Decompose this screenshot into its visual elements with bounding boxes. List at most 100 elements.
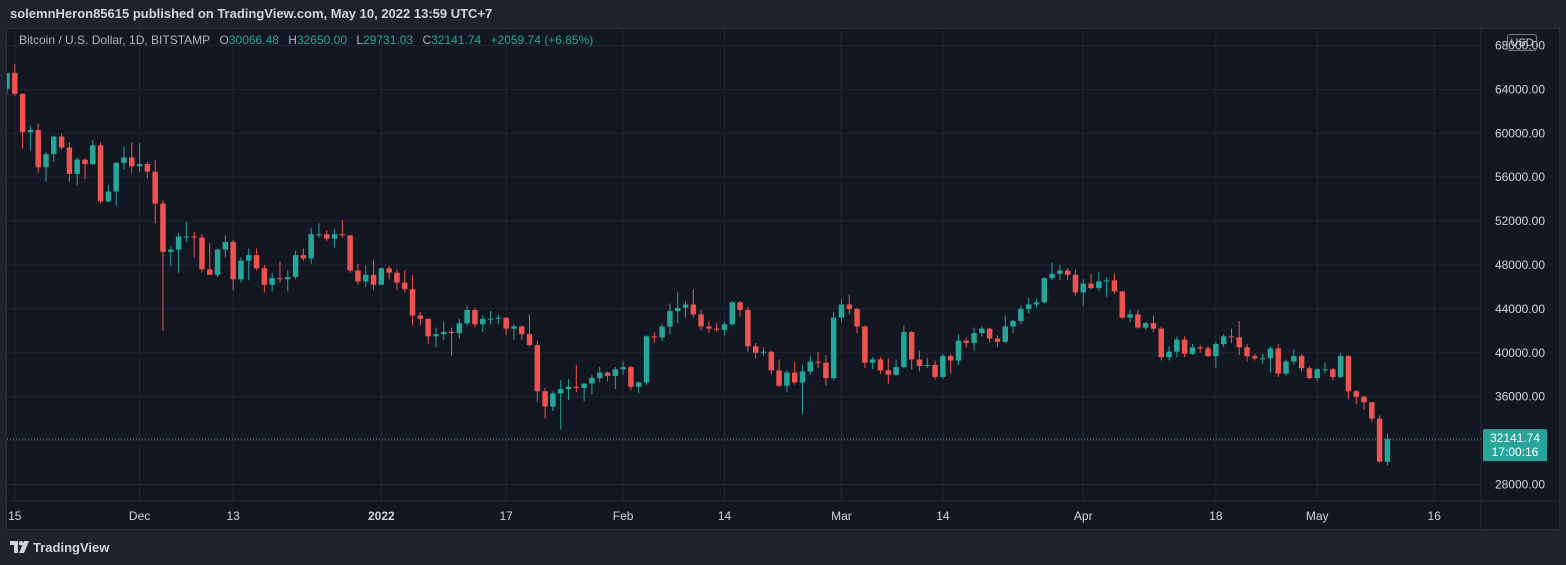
candle	[534, 340, 541, 403]
candle	[19, 93, 26, 149]
candle-body	[214, 249, 221, 275]
candle	[269, 272, 275, 292]
candle-body	[144, 164, 151, 172]
candle-body	[1174, 339, 1180, 352]
candle-body	[90, 145, 96, 165]
candle	[791, 361, 798, 385]
candle	[394, 269, 400, 291]
price-tick-label: 40000.00	[1495, 346, 1545, 360]
candle-body	[674, 307, 681, 312]
candle	[370, 259, 377, 291]
symbol-legend: Bitcoin / U.S. Dollar, 1D, BITSTAMP O300…	[19, 33, 593, 47]
candle	[347, 235, 353, 273]
candle	[674, 292, 681, 324]
candle-body	[1197, 347, 1203, 349]
candle	[862, 325, 868, 369]
candle	[1384, 433, 1391, 466]
candle-body	[160, 203, 166, 252]
candle	[877, 357, 884, 374]
candle	[495, 314, 502, 325]
brand-name[interactable]: TradingView	[33, 540, 110, 555]
candle-body	[1057, 270, 1063, 274]
candle-body	[331, 234, 338, 239]
candle	[308, 227, 314, 264]
chart-panel[interactable]: 68000.00 64000.00 60000.00 56000.00 52000.00…	[6, 28, 1560, 530]
candle-body	[557, 389, 564, 394]
candle-body	[433, 334, 439, 337]
candle	[58, 133, 65, 150]
candle-body	[175, 236, 182, 250]
candle	[1252, 353, 1258, 361]
candle	[612, 367, 619, 390]
candle	[901, 325, 907, 369]
candle-body	[752, 346, 759, 353]
candle-body	[129, 157, 135, 167]
candle-body	[230, 241, 236, 280]
candle	[635, 381, 642, 394]
candle	[324, 229, 330, 241]
candle	[355, 263, 361, 285]
currency-button[interactable]: USD	[1507, 34, 1537, 51]
candle	[456, 318, 463, 339]
candle-body	[1267, 348, 1274, 359]
candle	[581, 383, 587, 402]
candle-body	[168, 249, 174, 252]
symbol-name[interactable]: Bitcoin / U.S. Dollar, 1D, BITSTAMP	[19, 33, 211, 47]
candle-body	[253, 255, 260, 269]
candle-body	[768, 351, 775, 371]
candle-body	[269, 278, 275, 285]
candle	[1244, 344, 1250, 362]
candle	[1291, 349, 1297, 365]
candle-body	[58, 136, 65, 148]
time-axis: 15 Dec 13 2022 17 Feb 14 Mar 14 Apr 18 May 16	[8, 509, 1441, 523]
candle-body	[979, 328, 985, 334]
candle	[199, 234, 205, 273]
close-value: 32141.74	[431, 33, 482, 47]
candle	[246, 248, 252, 281]
candle-body	[1150, 323, 1157, 329]
candle-body	[7, 72, 10, 89]
candle	[1376, 415, 1383, 463]
candle-body	[1181, 339, 1188, 354]
candle	[1275, 344, 1281, 377]
candle	[136, 143, 143, 172]
candle-body	[1127, 314, 1133, 318]
candle-body	[1002, 326, 1008, 342]
time-tick-label: May	[1306, 509, 1329, 523]
price-tick-label: 48000.00	[1495, 258, 1545, 272]
time-tick-label: Apr	[1074, 509, 1093, 523]
candle	[1298, 353, 1305, 372]
candle	[144, 161, 151, 179]
candle	[940, 353, 946, 380]
candle	[277, 261, 283, 283]
candle-body	[823, 362, 829, 379]
candle	[51, 135, 57, 162]
candlestick-chart[interactable]: 68000.0064000.0060000.0056000.0052000.00…	[7, 29, 1559, 529]
candle-body	[698, 314, 704, 327]
candle-body	[1306, 368, 1313, 379]
candle-body	[737, 302, 743, 311]
candle-body	[635, 382, 642, 387]
candle-body	[1298, 356, 1305, 369]
candle-body	[27, 129, 34, 133]
tradingview-logo-icon[interactable]	[10, 541, 30, 553]
candle	[261, 265, 268, 293]
candle	[409, 274, 416, 326]
candle-body	[908, 331, 915, 360]
candle-body	[1322, 369, 1328, 371]
candle-body	[1384, 439, 1391, 462]
candle-body	[1080, 283, 1086, 293]
candle-body	[667, 311, 673, 327]
candle-body	[448, 331, 455, 334]
candle	[823, 355, 829, 386]
candle	[628, 365, 634, 391]
candle-body	[1096, 281, 1102, 289]
candle-body	[82, 159, 88, 165]
candle-body	[643, 336, 650, 383]
candle-body	[815, 361, 821, 363]
candle	[807, 356, 814, 375]
candle	[550, 391, 556, 411]
candle	[885, 358, 892, 384]
candle	[1205, 346, 1211, 358]
candle-body	[207, 269, 213, 275]
